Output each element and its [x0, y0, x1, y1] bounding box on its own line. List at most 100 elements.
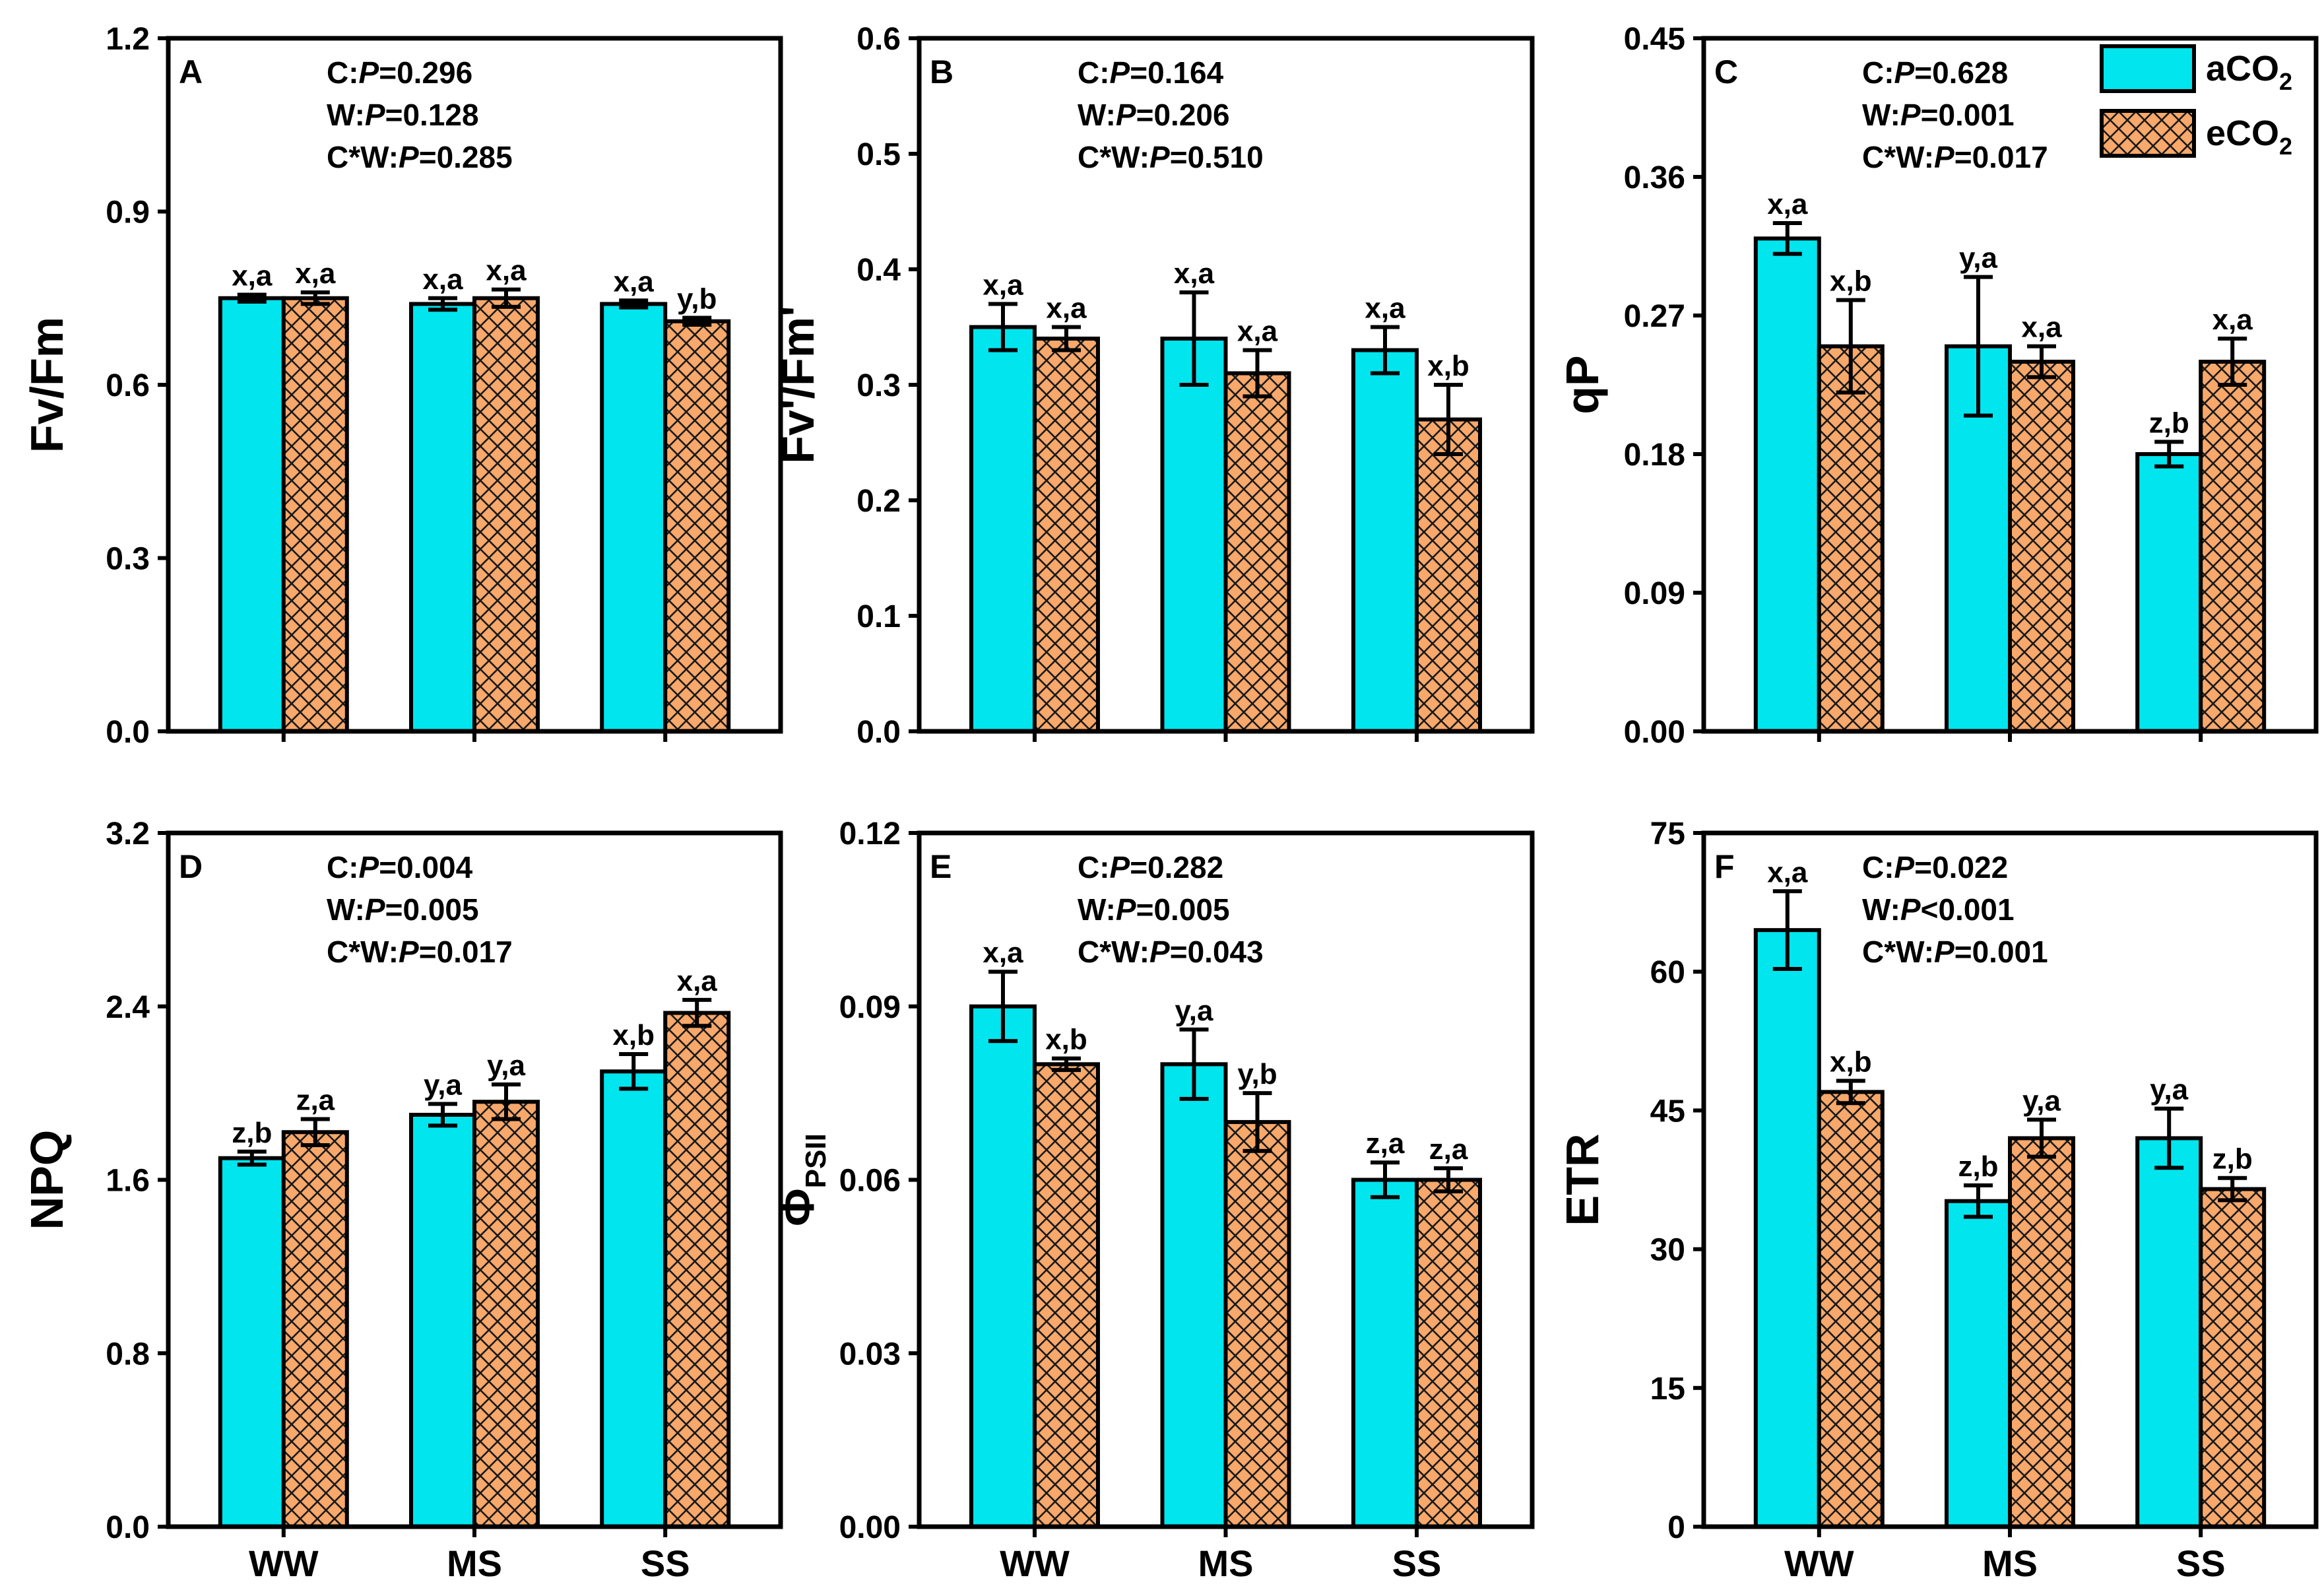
panel-d-error-bar: [492, 1082, 521, 1121]
panel-c-error-bar: [2027, 344, 2056, 380]
panel-d-xtick-label: SS: [641, 1543, 690, 1584]
panel-d-significance-label: z,a: [296, 1084, 335, 1117]
panel-f-significance-label: y,a: [2022, 1084, 2061, 1117]
panel-e-bar-aco2-ss: [1351, 1178, 1419, 1529]
legend-swatch-eco2: [2100, 109, 2196, 158]
panel-c-letter: C: [1714, 53, 1738, 90]
panel-a-significance-label: x,a: [614, 265, 655, 298]
panel-e-error-bar: [1051, 1056, 1081, 1073]
panel-c-stat-line: C:P=0.628: [1862, 55, 2008, 90]
panel-b-ylabel: Fv'/Fm': [772, 306, 823, 463]
panel-e-significance-label: y,a: [1175, 995, 1213, 1027]
panel-d-ytick-label: 1.6: [106, 1164, 150, 1199]
panel-c-ytick-label: 0.36: [1624, 160, 1685, 195]
panel-c: x,a y,a z,b x,b x,a x,a 0.00 0.09 0.18 0.27 0.36 0.…: [1557, 22, 2319, 750]
panel-f-ytick-label: 0: [1667, 1510, 1685, 1545]
panel-a-significance-label: x,a: [486, 255, 527, 287]
panel-c-bar-eco2-ww: [1817, 344, 1885, 733]
panel-e-error-bar: [1434, 1166, 1464, 1194]
panel-e-significance-label: z,a: [1366, 1127, 1405, 1160]
panel-f-bar-eco2-ww: [1817, 1090, 1885, 1529]
panel-c-bar-eco2-ms: [2008, 360, 2075, 733]
panel-a-ytick-label: 1.2: [106, 22, 150, 57]
panel-e-ytick-label: 0.12: [839, 816, 901, 851]
panel-c-error-bar: [2218, 337, 2247, 387]
panel-f-bar-aco2-ww: [1753, 928, 1821, 1529]
panel-b-error-bar: [1371, 325, 1400, 376]
panel-d-xtick-label: MS: [447, 1543, 502, 1584]
panel-e-significance-label: x,b: [1045, 1024, 1087, 1056]
panel-c-error-bar: [1836, 298, 1865, 395]
panel-c-significance-label: z,b: [2149, 407, 2189, 439]
panel-e-bar-eco2-ms: [1223, 1119, 1291, 1529]
panel-f-error-bar: [2154, 1106, 2184, 1170]
panel-f-error-bar: [2027, 1117, 2056, 1159]
panel-e-error-bar: [1179, 1027, 1209, 1101]
panel-a-bar-eco2-ss: [663, 319, 731, 733]
panel-d: z,b y,a x,b z,a y,a x,a 0.0 0.8 1.6 2.4 3.2 WW MS SS N…: [21, 816, 783, 1584]
panel-a-bar-aco2-ms: [409, 302, 476, 733]
panel-d-bar-eco2-ww: [281, 1130, 349, 1529]
panel-f-bar-eco2-ss: [2199, 1187, 2267, 1529]
panel-f-significance-label: y,a: [2150, 1074, 2188, 1106]
panel-a-error-bar: [492, 287, 521, 309]
panel-d-significance-label: y,a: [424, 1069, 462, 1102]
panel-b-ytick-label: 0.3: [856, 368, 901, 403]
panel-f-error-bar: [1964, 1183, 1993, 1219]
panel-c-bar-aco2-ss: [2135, 452, 2203, 733]
panel-e-bar-eco2-ww: [1032, 1062, 1100, 1529]
panel-e-significance-label: z,a: [1429, 1133, 1468, 1166]
legend-label-eco2: eCO2: [2206, 114, 2292, 160]
panel-b-significance-label: x,a: [1365, 292, 1405, 325]
panel-c-ytick-label: 0.27: [1624, 299, 1685, 334]
panel-c-bar-eco2-ss: [2199, 360, 2267, 733]
panel-d-ytick-label: 3.2: [106, 816, 150, 851]
panel-b-bar-eco2-ww: [1032, 337, 1100, 733]
panel-e-stat-line: C*W:P=0.043: [1078, 935, 1264, 969]
panel-d-error-bar: [682, 997, 712, 1028]
panel-f: x,a z,b y,a x,b y,a z,b 0 15 30 45 60 75 WW MS SS ETR F C…: [1557, 816, 2319, 1584]
panel-e-ytick-label: 0.00: [839, 1510, 901, 1545]
panel-d-stat-line: W:P=0.005: [327, 892, 479, 927]
panel-b-stat-line: C*W:P=0.510: [1078, 140, 1264, 174]
panel-c-significance-label: x,a: [2021, 312, 2062, 344]
panel-b-ytick-label: 0.6: [856, 22, 901, 57]
panel-c-significance-label: y,a: [1959, 242, 1997, 275]
panel-e-bar-aco2-ms: [1160, 1062, 1228, 1529]
legend: aCO2 eCO2: [2100, 44, 2292, 160]
panel-e-ytick-label: 0.03: [839, 1337, 901, 1372]
panel-e-xtick-label: MS: [1198, 1543, 1254, 1584]
panel-a-stat-line: C:P=0.296: [327, 55, 472, 90]
panel-f-error-bar: [1772, 889, 1802, 971]
panel-b-bar-eco2-ms: [1223, 371, 1291, 733]
panel-a-ytick-label: 0.6: [106, 368, 150, 403]
panel-b-significance-label: x,a: [983, 269, 1023, 302]
panel-b-significance-label: x,a: [1237, 315, 1278, 348]
panel-b-significance-label: x,b: [1427, 350, 1469, 382]
panel-d-bar-eco2-ss: [663, 1011, 731, 1529]
panel-a-stat-line: W:P=0.128: [327, 98, 479, 132]
legend-swatch-aco2: [2100, 44, 2196, 93]
panel-b-bar-aco2-ss: [1351, 348, 1419, 733]
panel-f-ytick-label: 30: [1650, 1233, 1685, 1268]
panel-d-error-bar: [619, 1052, 649, 1091]
panel-b: x,a x,a x,a x,a x,a x,b 0.0 0.1 0.2 0.3 0.4 0.5 0.6 F…: [772, 22, 1535, 750]
panel-e-ylabel: ΦPSII: [772, 1133, 832, 1226]
panel-e-bar-aco2-ww: [969, 1004, 1037, 1529]
panel-c-stat-line: C*W:P=0.017: [1862, 140, 2048, 174]
panel-b-stat-line: C:P=0.164: [1078, 55, 1224, 90]
panel-b-bar-aco2-ms: [1160, 337, 1228, 733]
panel-f-xtick-label: SS: [2176, 1543, 2226, 1584]
panel-b-bar-aco2-ww: [969, 325, 1037, 733]
panel-a-ytick-label: 0.0: [106, 715, 150, 750]
panel-b-stat-line: W:P=0.206: [1078, 98, 1230, 132]
panel-f-bar-aco2-ms: [1945, 1199, 2012, 1529]
panel-f-bar-aco2-ss: [2135, 1136, 2203, 1529]
panel-f-error-bar: [2218, 1176, 2247, 1203]
panel-b-bar-eco2-ss: [1415, 417, 1483, 733]
panel-a-letter: A: [179, 53, 203, 90]
panel-a-ylabel: Fv/Fm: [21, 317, 73, 453]
panel-a-bar-aco2-ww: [218, 296, 286, 733]
panel-d-error-bar: [300, 1117, 330, 1147]
panel-e-xtick-label: WW: [1000, 1543, 1070, 1584]
